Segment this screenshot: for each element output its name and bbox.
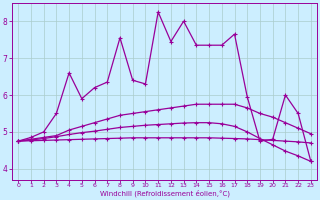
- X-axis label: Windchill (Refroidissement éolien,°C): Windchill (Refroidissement éolien,°C): [100, 190, 229, 197]
